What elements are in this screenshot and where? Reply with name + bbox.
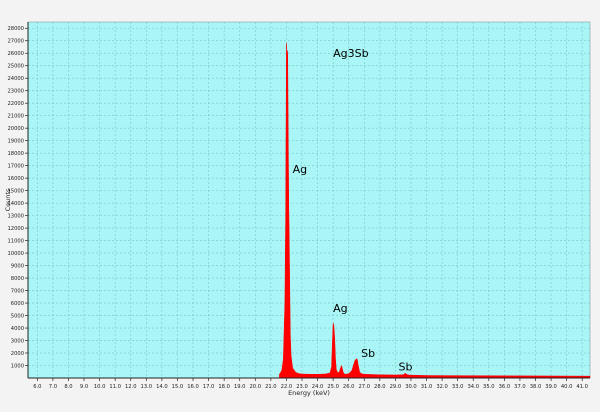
x-tick-label: 19.0 bbox=[234, 384, 246, 390]
y-tick-label: 15000 bbox=[7, 188, 24, 194]
x-tick-label: 41.0 bbox=[576, 384, 588, 390]
x-tick-label: 25.0 bbox=[327, 384, 339, 390]
y-tick-label: 26000 bbox=[7, 51, 24, 57]
y-tick-label: 19000 bbox=[7, 138, 24, 144]
y-tick-label: 7000 bbox=[11, 288, 24, 294]
x-tick-label: 6.0 bbox=[33, 384, 41, 390]
x-tick-label: 34.0 bbox=[467, 384, 479, 390]
x-tick-label: 40.0 bbox=[561, 384, 573, 390]
peak-label: Ag bbox=[293, 163, 308, 176]
x-tick-label: 9.0 bbox=[80, 384, 88, 390]
plot-area bbox=[27, 21, 591, 379]
x-tick-label: 30.0 bbox=[405, 384, 417, 390]
y-tick-label: 18000 bbox=[7, 151, 24, 157]
x-tick-label: 11.0 bbox=[109, 384, 121, 390]
x-tick-label: 37.0 bbox=[514, 384, 526, 390]
x-tick-label: 36.0 bbox=[499, 384, 511, 390]
y-tick-label: 24000 bbox=[7, 76, 24, 82]
y-tick-label: 21000 bbox=[7, 113, 24, 119]
y-tick-label: 22000 bbox=[7, 101, 24, 107]
y-tick-label: 4000 bbox=[11, 326, 24, 332]
x-tick-label: 33.0 bbox=[452, 384, 464, 390]
x-tick-label: 10.0 bbox=[94, 384, 106, 390]
y-tick-label: 25000 bbox=[7, 64, 24, 70]
x-tick-label: 16.0 bbox=[187, 384, 199, 390]
y-tick-label: 1000 bbox=[11, 363, 24, 369]
x-tick-label: 18.0 bbox=[218, 384, 230, 390]
y-tick-label: 2000 bbox=[11, 351, 24, 357]
y-tick-label: 5000 bbox=[11, 313, 24, 319]
y-tick-label: 27000 bbox=[7, 39, 24, 45]
x-tick-label: 20.0 bbox=[250, 384, 262, 390]
x-tick-label: 27.0 bbox=[358, 384, 370, 390]
peak-annotations: Ag3Sb Ag Ag Sb Sb bbox=[293, 47, 413, 374]
x-tick-label: 8.0 bbox=[64, 384, 72, 390]
x-tick-label: 23.0 bbox=[296, 384, 308, 390]
y-tick-label: 20000 bbox=[7, 126, 24, 132]
y-tick-label: 13000 bbox=[7, 213, 24, 219]
y-tick-label: 3000 bbox=[11, 338, 24, 344]
y-tick-label: 17000 bbox=[7, 163, 24, 169]
y-tick-label: 16000 bbox=[7, 176, 24, 182]
y-tick-label: 10000 bbox=[7, 251, 24, 257]
peak-label: Sb bbox=[361, 347, 375, 360]
y-tick-label: 14000 bbox=[7, 201, 24, 207]
peak-label: Ag bbox=[333, 302, 348, 315]
y-tick-label: 8000 bbox=[11, 276, 24, 282]
x-tick-label: 26.0 bbox=[343, 384, 355, 390]
x-tick-label: 17.0 bbox=[203, 384, 215, 390]
spectrum-area bbox=[279, 43, 591, 379]
peak-label: Sb bbox=[399, 361, 413, 374]
x-tick-label: 15.0 bbox=[172, 384, 184, 390]
x-tick-label: 28.0 bbox=[374, 384, 386, 390]
x-tick-label: 35.0 bbox=[483, 384, 495, 390]
x-tick-label: 24.0 bbox=[312, 384, 324, 390]
y-tick-label: 28000 bbox=[7, 26, 24, 32]
y-tick-label: 11000 bbox=[7, 238, 24, 244]
x-tick-label: 29.0 bbox=[390, 384, 402, 390]
x-tick-label: 13.0 bbox=[141, 384, 153, 390]
x-tick-label: 7.0 bbox=[49, 384, 57, 390]
x-axis-ticks: 6.0 7.0 8.0 9.0 10.0 11.0 12.0 13.0 14.0 15.0 16.0… bbox=[33, 378, 588, 390]
y-tick-label: 9000 bbox=[11, 263, 24, 269]
x-tick-label: 31.0 bbox=[421, 384, 433, 390]
y-axis-label: Counts bbox=[4, 188, 12, 211]
x-tick-label: 21.0 bbox=[265, 384, 277, 390]
y-axis-ticks: 1000 2000 3000 4000 5000 6000 7000 8000 9000 1000… bbox=[7, 26, 28, 369]
x-tick-label: 32.0 bbox=[436, 384, 448, 390]
x-axis-label: Energy (keV) bbox=[288, 389, 330, 397]
x-tick-label: 12.0 bbox=[125, 384, 137, 390]
peak-label: Ag3Sb bbox=[333, 47, 368, 60]
x-tick-label: 22.0 bbox=[281, 384, 293, 390]
x-tick-label: 38.0 bbox=[530, 384, 542, 390]
x-tick-label: 14.0 bbox=[156, 384, 168, 390]
x-tick-label: 39.0 bbox=[545, 384, 557, 390]
y-tick-label: 12000 bbox=[7, 226, 24, 232]
y-tick-label: 6000 bbox=[11, 301, 24, 307]
y-tick-label: 23000 bbox=[7, 89, 24, 95]
